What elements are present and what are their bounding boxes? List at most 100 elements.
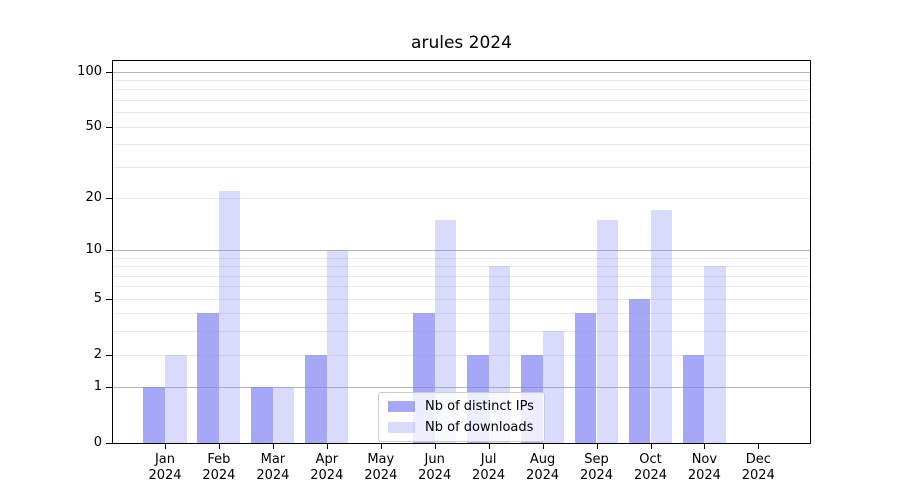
x-tick-label-dec: Dec 2024 [728,452,788,483]
y-tick-label: 2 [93,346,102,362]
y-tick-mark [106,126,112,128]
x-tick-mark [380,444,382,449]
x-tick-month: Jun [424,452,445,467]
bar-nb-of-downloads-aug [542,331,565,443]
major-gridline [113,387,810,389]
x-tick-month: Mar [260,452,286,467]
x-tick-label-mar: Mar 2024 [243,452,303,483]
x-tick-mark [218,444,220,449]
x-tick-label-aug: Aug 2024 [513,452,573,483]
x-tick-year: 2024 [579,467,614,483]
minor-gridline [113,257,810,259]
y-tick-mark [106,71,112,73]
major-gridline [113,250,810,251]
legend: Nb of distinct IPs Nb of downloads [378,392,545,442]
bar-nb-of-downloads-oct [650,210,673,443]
x-tick-month: Jan [154,452,176,467]
bar-nb-of-downloads-sep [596,219,619,443]
bar-nb-of-distinct-ips-feb [197,313,219,443]
y-tick-mark [106,298,112,300]
x-tick-mark [488,444,490,449]
x-tick-mark [326,444,328,449]
minor-gridline [113,354,810,356]
legend-item: Nb of downloads [388,420,534,435]
chart-title: arules 2024 [411,33,512,53]
bar-nb-of-distinct-ips-jan [143,387,165,443]
x-tick-month: Oct [639,452,662,467]
y-tick-label: 10 [85,242,102,257]
y-tick-label: 1 [93,379,102,395]
minor-gridline [113,197,810,199]
x-tick-mark [272,444,274,449]
minor-gridline [113,313,810,315]
bar-nb-of-downloads-jun [434,219,457,443]
y-tick-mark [106,387,112,389]
x-tick-month: Dec [745,452,771,467]
legend-label: Nb of distinct IPs [425,399,534,414]
minor-gridline [113,166,810,168]
plot-area [112,60,811,444]
x-tick-label-apr: Apr 2024 [297,452,357,483]
minor-gridline [113,89,810,91]
x-tick-label-jan: Jan 2024 [135,452,195,483]
x-tick-label-nov: Nov 2024 [674,452,734,483]
bar-nb-of-distinct-ips-apr [305,354,327,443]
y-tick-mark [106,197,112,199]
minor-gridline [113,144,810,145]
x-tick-mark [165,444,166,449]
x-tick-year: 2024 [148,467,182,483]
x-tick-mark [434,444,436,449]
x-tick-month: Apr [315,452,339,467]
x-tick-mark [704,444,706,449]
x-tick-month: Aug [529,452,556,467]
legend-swatch [388,401,415,412]
y-tick-label: 5 [93,290,102,306]
x-tick-label-feb: Feb 2024 [189,452,249,483]
bar-nb-of-downloads-nov [704,266,726,443]
minor-gridline [113,126,810,128]
minor-gridline [113,112,810,113]
x-tick-mark [542,444,544,449]
y-tick-label: 100 [77,63,102,79]
x-tick-year: 2024 [256,467,290,483]
bar-nb-of-distinct-ips-sep [574,313,597,443]
x-tick-label-jul: Jul 2024 [459,452,519,483]
y-tick-label: 50 [85,118,102,134]
y-tick-label: 20 [85,189,102,205]
x-tick-year: 2024 [526,467,560,483]
x-tick-label-may: May 2024 [351,452,411,483]
bar-nb-of-distinct-ips-nov [682,354,705,443]
bar-nb-of-downloads-mar [272,387,295,443]
x-tick-month: Sep [584,452,609,467]
x-tick-month: Jul [480,452,497,467]
legend-label: Nb of downloads [425,420,534,435]
x-tick-year: 2024 [202,467,236,483]
x-tick-mark [758,444,760,449]
x-tick-label-jun: Jun 2024 [405,452,465,483]
y-tick-mark [106,354,112,356]
y-tick-label: 0 [93,435,102,450]
x-tick-month: Feb [207,452,231,467]
minor-gridline [113,99,810,101]
bar-nb-of-distinct-ips-mar [251,387,273,443]
minor-gridline [113,79,810,81]
x-tick-year: 2024 [310,467,344,483]
x-tick-mark [596,444,598,449]
minor-gridline [113,286,810,288]
y-tick-mark [106,443,112,444]
x-tick-year: 2024 [418,467,452,483]
minor-gridline [113,331,810,333]
major-gridline [113,71,810,73]
x-tick-year: 2024 [364,467,398,483]
bar-nb-of-downloads-apr [326,250,349,443]
x-tick-month: May [367,452,395,467]
minor-gridline [113,266,810,268]
minor-gridline [113,275,810,277]
legend-swatch [388,422,415,433]
legend-item: Nb of distinct IPs [388,399,534,414]
x-tick-year: 2024 [687,467,721,483]
x-tick-mark [650,444,652,449]
bar-nb-of-distinct-ips-oct [628,298,651,443]
x-tick-month: Nov [691,452,718,467]
